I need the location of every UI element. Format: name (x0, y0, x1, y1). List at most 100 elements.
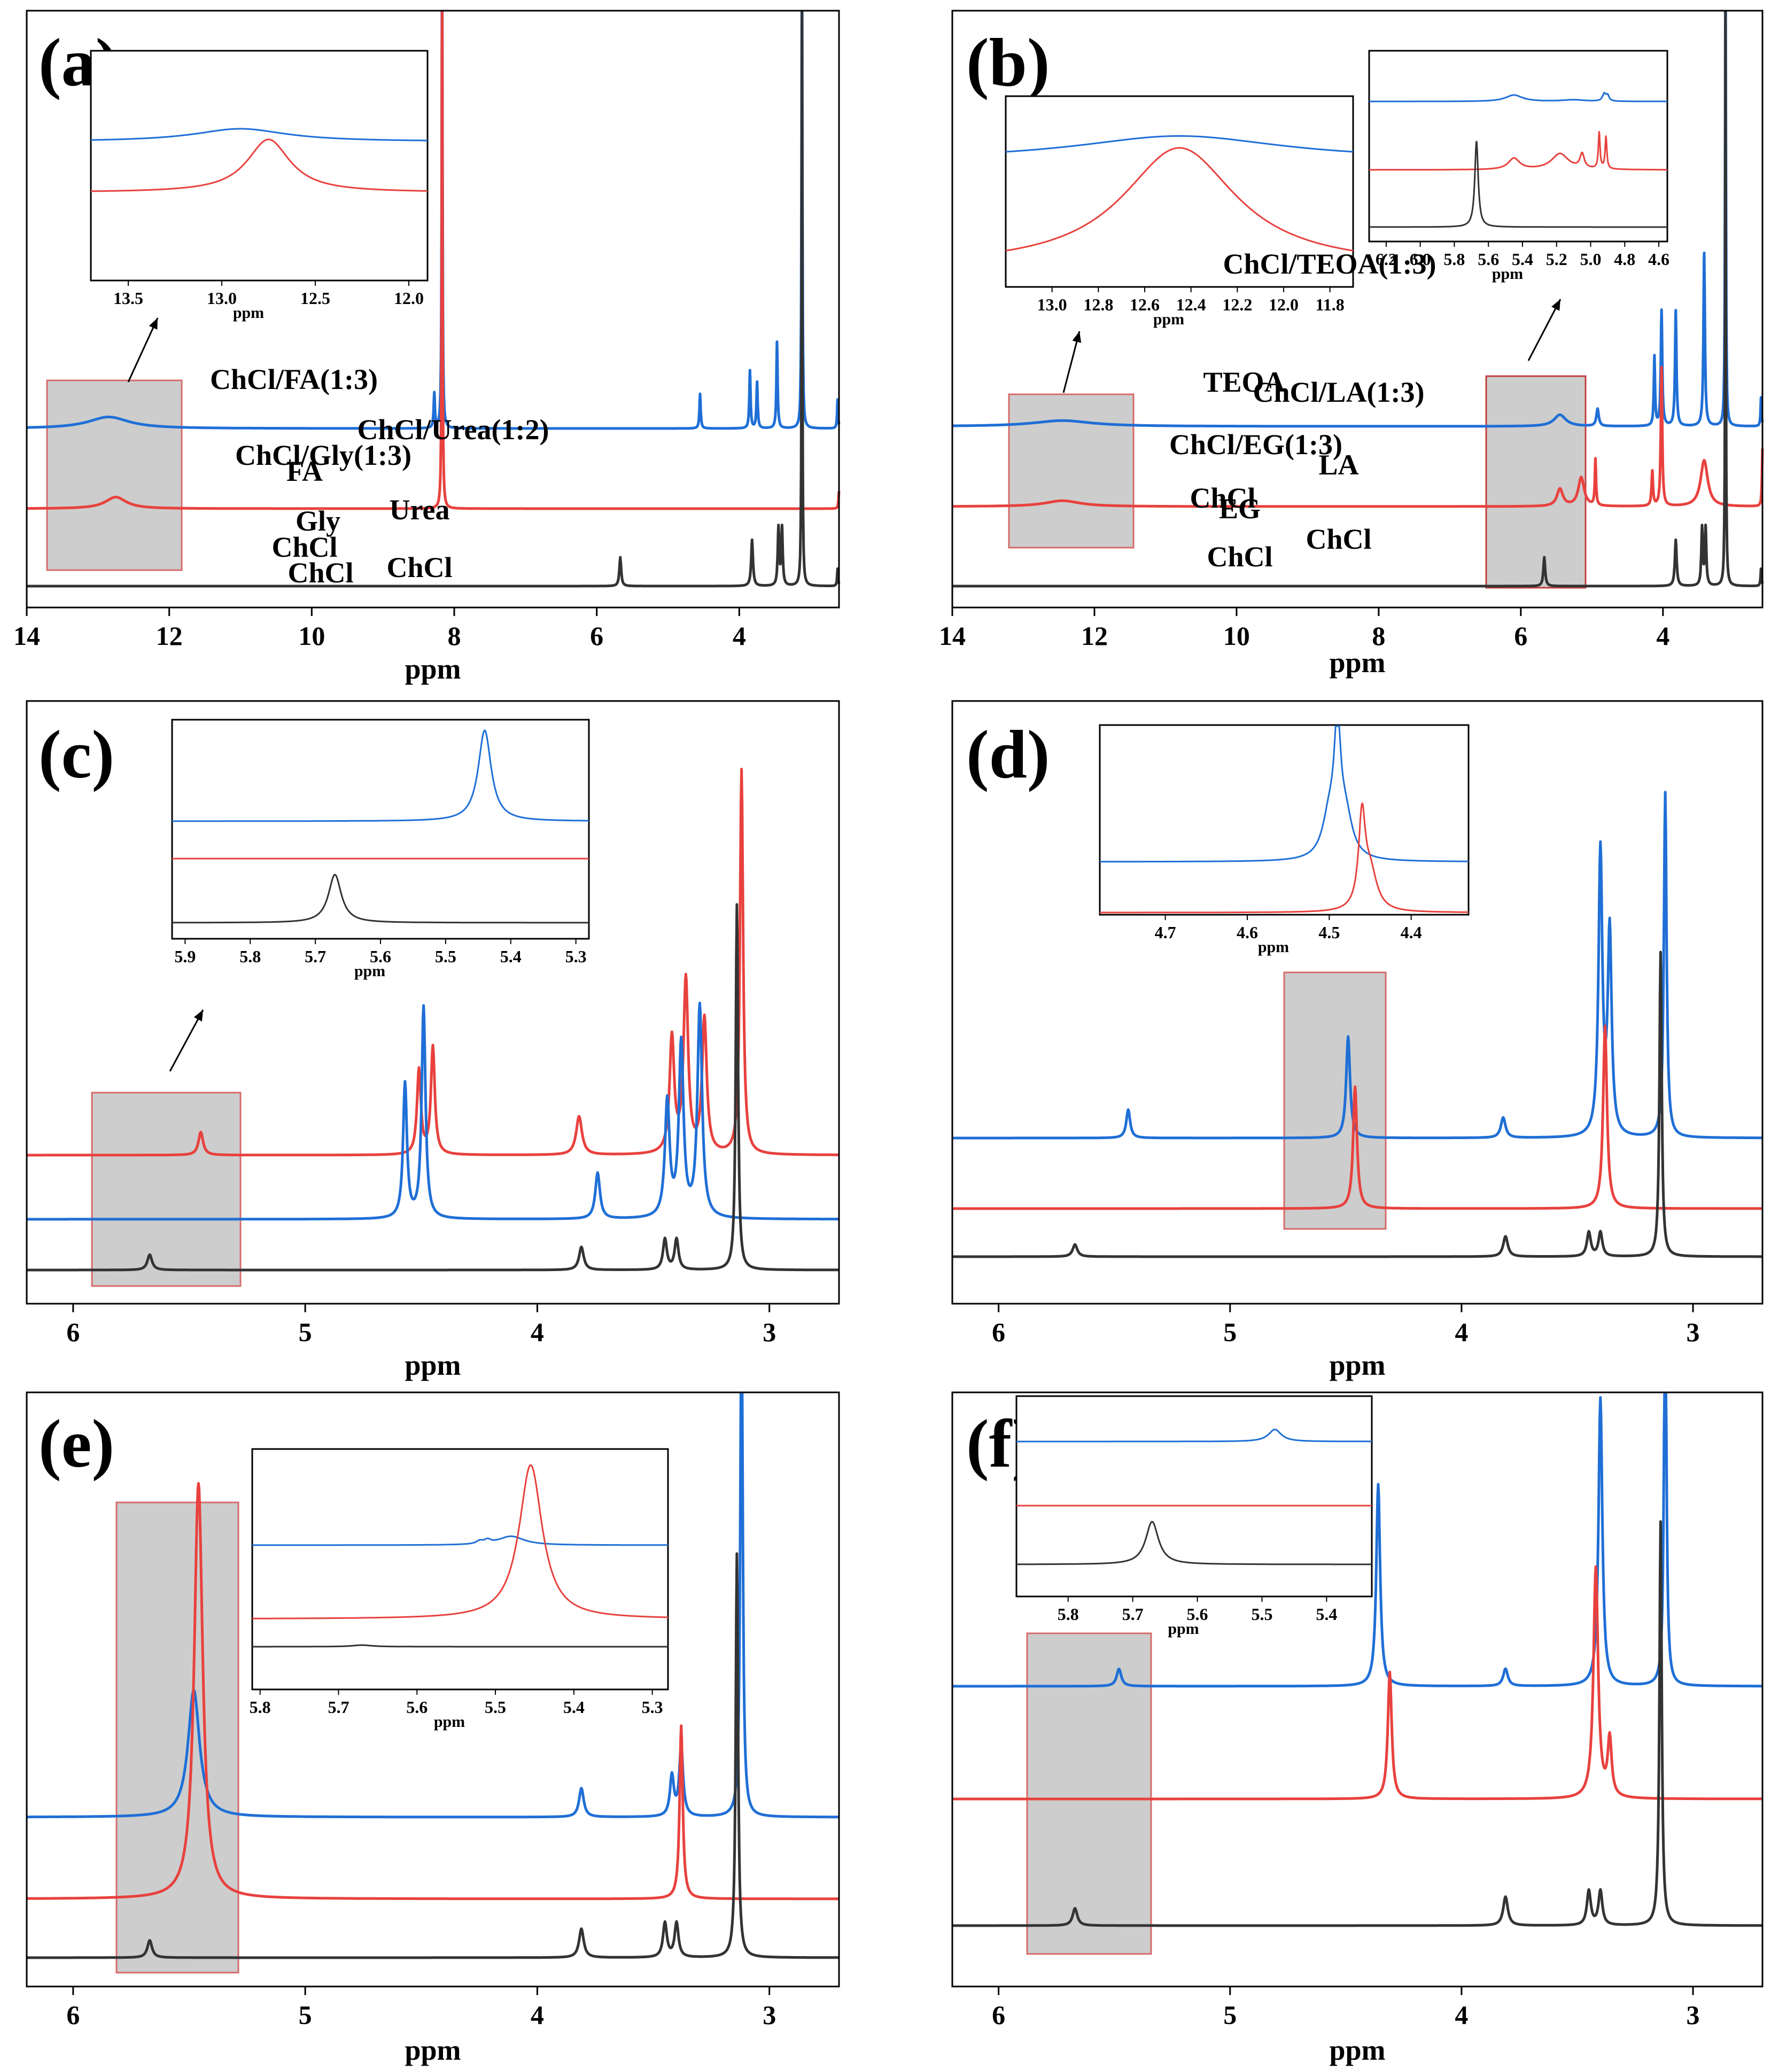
inset-spectrum-chcl-fa-1-3 (90, 128, 428, 142)
inset-x-tick-label: 5.8 (239, 947, 261, 966)
arrow-head (193, 1010, 203, 1022)
inset-x-axis-label: ppm (434, 1713, 465, 1731)
inset-spectrum-chcl (1368, 141, 1668, 228)
inset-spectrum-chcl-la-1-3 (1368, 91, 1668, 103)
inset-x-tick-label: 5.5 (485, 1697, 506, 1717)
inset-spectrum-chcl-la-1-3 (1005, 135, 1354, 153)
arrow-line (169, 1009, 204, 1072)
x-tick-label: 4 (531, 2000, 544, 2030)
inset-frame (1005, 95, 1354, 288)
series-label-gly: Gly (296, 505, 340, 537)
series-label-chcl: ChCl (386, 551, 452, 583)
spectrum-la (951, 365, 1764, 508)
inset-x-axis-label: ppm (233, 304, 264, 322)
inset-2: 6.2 6.0 5.8 5.6 5.4 5.2 5.0 4.8 4.6 ppm (1368, 50, 1669, 283)
series-label-chcl: ChCl (1190, 482, 1255, 514)
inset-x-tick-label: 12.0 (394, 289, 424, 308)
inset-x-tick-label: 5.8 (1443, 250, 1465, 269)
x-axis-label: ppm (405, 2034, 461, 2066)
plot-frame (951, 700, 1764, 1305)
inset-x-tick-label: 12.6 (1130, 295, 1160, 314)
panel-label: (b) (966, 25, 1050, 100)
inset-x-tick-label: 12.2 (1222, 295, 1252, 314)
highlight-box (1008, 393, 1135, 549)
x-tick-label: 6 (1514, 621, 1527, 651)
inset-frame (171, 719, 590, 940)
spectrum-chcl (951, 951, 1764, 1258)
x-tick-label: 5 (299, 1317, 312, 1347)
spectrum-chcl-eg-1-3 (951, 791, 1764, 1140)
x-tick-label: 8 (448, 621, 461, 651)
inset-spectrum-eg (1099, 803, 1469, 914)
inset-x-tick-label: 5.2 (1546, 250, 1567, 269)
spectrum-gly (26, 1001, 840, 1221)
series-label-eg: EG (1219, 493, 1261, 525)
inset-x-tick-label: 5.7 (328, 1697, 349, 1717)
arrow-head (1551, 299, 1560, 311)
inset-x-tick-label: 4.6 (1648, 250, 1669, 269)
inset-x-tick-label: 5.7 (1122, 1604, 1144, 1624)
x-axis-label: ppm (1329, 2034, 1385, 2066)
inset-x-tick-label: 5.4 (1512, 250, 1533, 269)
spectrum-chcl-teoa-1-3 (951, 1392, 1764, 1688)
inset-x-tick-label: 4.4 (1401, 923, 1422, 942)
series-label-chcl-la-1-3: ChCl/LA(1:3) (1253, 376, 1425, 408)
highlight-box (91, 1092, 242, 1287)
x-tick-label: 4 (531, 1317, 544, 1347)
inset-spectrum-chcl-eg-1-3 (1099, 725, 1469, 863)
x-axis-label: ppm (405, 1349, 461, 1381)
x-tick-label: 5 (299, 2000, 312, 2030)
series-label-teoa: TEOA (1203, 366, 1285, 398)
spectrum-eg (951, 1024, 1764, 1210)
series-label-chcl: ChCl (1306, 523, 1371, 555)
x-tick-label: 4 (1455, 1317, 1468, 1347)
highlight-box (1485, 375, 1587, 589)
spectrum-fa (26, 10, 841, 510)
inset-frame (251, 1448, 669, 1691)
series-label-chcl-fa-1-3: ChCl/FA(1:3) (210, 363, 378, 395)
spectrum-chcl-urea-1-2 (26, 1392, 840, 1819)
inset-x-tick-label: 6.0 (1410, 250, 1431, 269)
x-tick-label: 14 (13, 621, 40, 651)
inset-x-tick-label: 5.6 (406, 1697, 428, 1717)
x-tick-label: 3 (763, 2000, 776, 2030)
x-tick-label: 5 (1223, 2000, 1237, 2030)
inset-x-tick-label: 5.4 (563, 1697, 585, 1717)
inset-x-tick-label: 5.8 (1058, 1604, 1079, 1624)
series-label-urea: Urea (390, 494, 450, 526)
inset-spectrum-chcl (1016, 1521, 1372, 1565)
inset-spectrum-chcl (252, 1644, 669, 1648)
x-tick-label: 6 (66, 1317, 80, 1347)
x-axis-label: ppm (1329, 1349, 1385, 1381)
plot-frame (26, 700, 840, 1305)
series-label-chcl: ChCl (288, 557, 353, 589)
arrow-line (127, 317, 159, 383)
inset-spectrum-fa (90, 138, 428, 192)
inset-x-tick-label: 4.7 (1155, 923, 1176, 942)
highlight-box (46, 379, 183, 571)
x-tick-label: 6 (992, 2000, 1005, 2030)
inset-1: 5.8 5.7 5.6 5.5 5.4 ppm (1015, 1395, 1373, 1638)
inset-x-tick-label: 5.5 (1251, 1604, 1272, 1624)
inset-spectrum-chcl-urea-1-2 (252, 1535, 669, 1546)
highlight-box (1283, 971, 1387, 1230)
highlight-box (115, 1501, 239, 1974)
inset-x-tick-label: 13.0 (207, 289, 237, 308)
series-label-chcl-eg-1-3: ChCl/EG(1:3) (1169, 429, 1342, 461)
inset-x-tick-label: 5.4 (1316, 1604, 1337, 1624)
series-label-la: LA (1318, 449, 1358, 481)
x-tick-label: 6 (992, 1317, 1005, 1347)
x-axis-label: ppm (1329, 646, 1385, 679)
arrow-head (1072, 331, 1082, 343)
arrow-line (1527, 299, 1562, 361)
spectrum-chcl (26, 1552, 840, 1959)
x-tick-label: 6 (66, 2000, 80, 2030)
x-tick-label: 12 (1081, 621, 1108, 651)
plot-frame (951, 10, 1764, 609)
panel-label: (d) (966, 716, 1050, 792)
inset-x-tick-label: 5.0 (1580, 250, 1602, 269)
inset-x-tick-label: 6.2 (1376, 250, 1397, 269)
